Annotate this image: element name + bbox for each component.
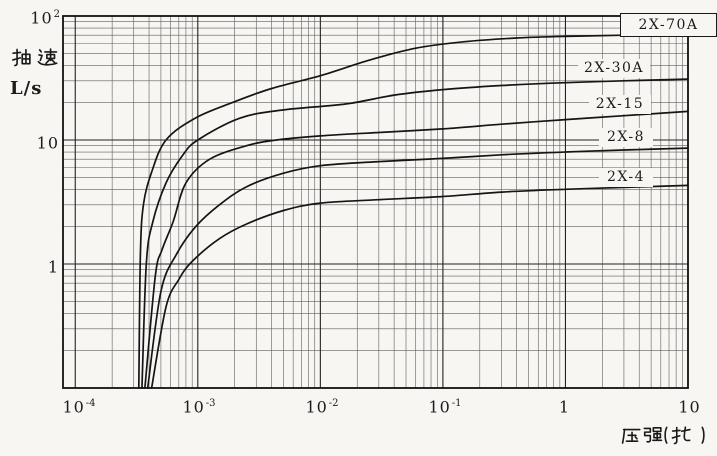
curve-2X-30A <box>141 78 689 389</box>
curve-2X-70A <box>137 32 689 389</box>
curve-2X-8 <box>146 147 689 389</box>
curve-label-2x-4: 2X-4 <box>599 168 653 187</box>
x-tick-1e-2: 10-2 <box>305 397 339 417</box>
y-tick-100: 102 <box>30 8 60 28</box>
curve-2X-15 <box>144 110 689 389</box>
x-axis-title <box>620 424 706 452</box>
y-tick-10: 10 <box>36 133 59 153</box>
curve-label-2x-8: 2X-8 <box>599 128 653 147</box>
y-axis-title-cn <box>10 46 58 74</box>
curve-label-2x-15: 2X-15 <box>589 95 651 114</box>
x-tick-1: 1 <box>558 397 571 417</box>
grid-minor-lines <box>63 16 688 388</box>
x-tick-1e-3: 10-3 <box>182 397 216 417</box>
plot-border <box>62 15 689 389</box>
x-tick-10: 10 <box>678 397 701 417</box>
cn-glyphs-chou-su <box>12 48 58 67</box>
cn-glyphs-ya-qiang-tuo <box>621 426 705 445</box>
curve-label-2x-30a: 2X-30A <box>578 59 650 78</box>
y-tick-1: 1 <box>47 257 59 277</box>
x-tick-1e-4: 10-4 <box>62 397 96 417</box>
curve-2X-4 <box>150 184 689 389</box>
curve-label-2x-70a: 2X-70A <box>620 13 717 37</box>
y-axis-unit: L/s <box>10 78 43 99</box>
pump-speed-curves <box>137 32 689 389</box>
x-tick-1e-1: 10-1 <box>428 397 462 417</box>
